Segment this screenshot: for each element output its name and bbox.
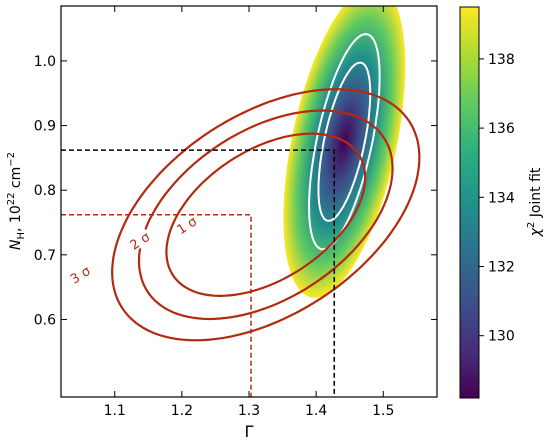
x-tick-label: 1.5 bbox=[372, 403, 394, 419]
best-fit-marker-joint bbox=[61, 149, 336, 397]
contour-label-background bbox=[173, 213, 200, 237]
x-axis-label: Γ bbox=[245, 422, 254, 441]
colorbar-tick-label: 130 bbox=[488, 329, 515, 345]
y-tick-label: 0.7 bbox=[34, 248, 56, 264]
x-tick-label: 1.4 bbox=[305, 403, 327, 419]
y-tick-label: 0.8 bbox=[34, 183, 56, 199]
x-tick-label: 1.1 bbox=[104, 403, 126, 419]
colorbar-tick-label: 136 bbox=[488, 121, 515, 137]
confidence-contour-3 bbox=[111, 88, 421, 342]
x-axis: 1.1 1.2 1.3 1.4 1.5 bbox=[104, 6, 394, 419]
y-tick-label: 0.6 bbox=[34, 312, 56, 328]
colorbar-tick-label: 138 bbox=[488, 52, 515, 68]
contour-label-background bbox=[126, 228, 153, 253]
joint-fit-contour-1 bbox=[317, 61, 372, 222]
y-axis-label: NH, 1022 cm−2 bbox=[6, 152, 27, 250]
contour-label-background bbox=[66, 262, 94, 287]
plot-content: 1 σ2 σ3 σ bbox=[61, 6, 421, 397]
y-tick-label: 0.9 bbox=[34, 119, 56, 135]
colorbar bbox=[459, 6, 480, 399]
confidence-contour-2 bbox=[137, 109, 394, 321]
colorbar-tick-label: 134 bbox=[488, 190, 515, 206]
x-tick-label: 1.2 bbox=[171, 403, 193, 419]
confidence-contour-1 bbox=[165, 132, 367, 298]
x-tick-label: 1.3 bbox=[238, 403, 260, 419]
colorbar-tick-label: 132 bbox=[488, 260, 515, 276]
colorbar-axis: 130 132 134 136 138 bbox=[479, 52, 515, 345]
y-axis: 0.6 0.7 0.8 0.9 1.0 bbox=[34, 54, 437, 328]
y-tick-label: 1.0 bbox=[34, 54, 56, 70]
colorbar-label: χ2 Joint fit bbox=[526, 167, 544, 237]
